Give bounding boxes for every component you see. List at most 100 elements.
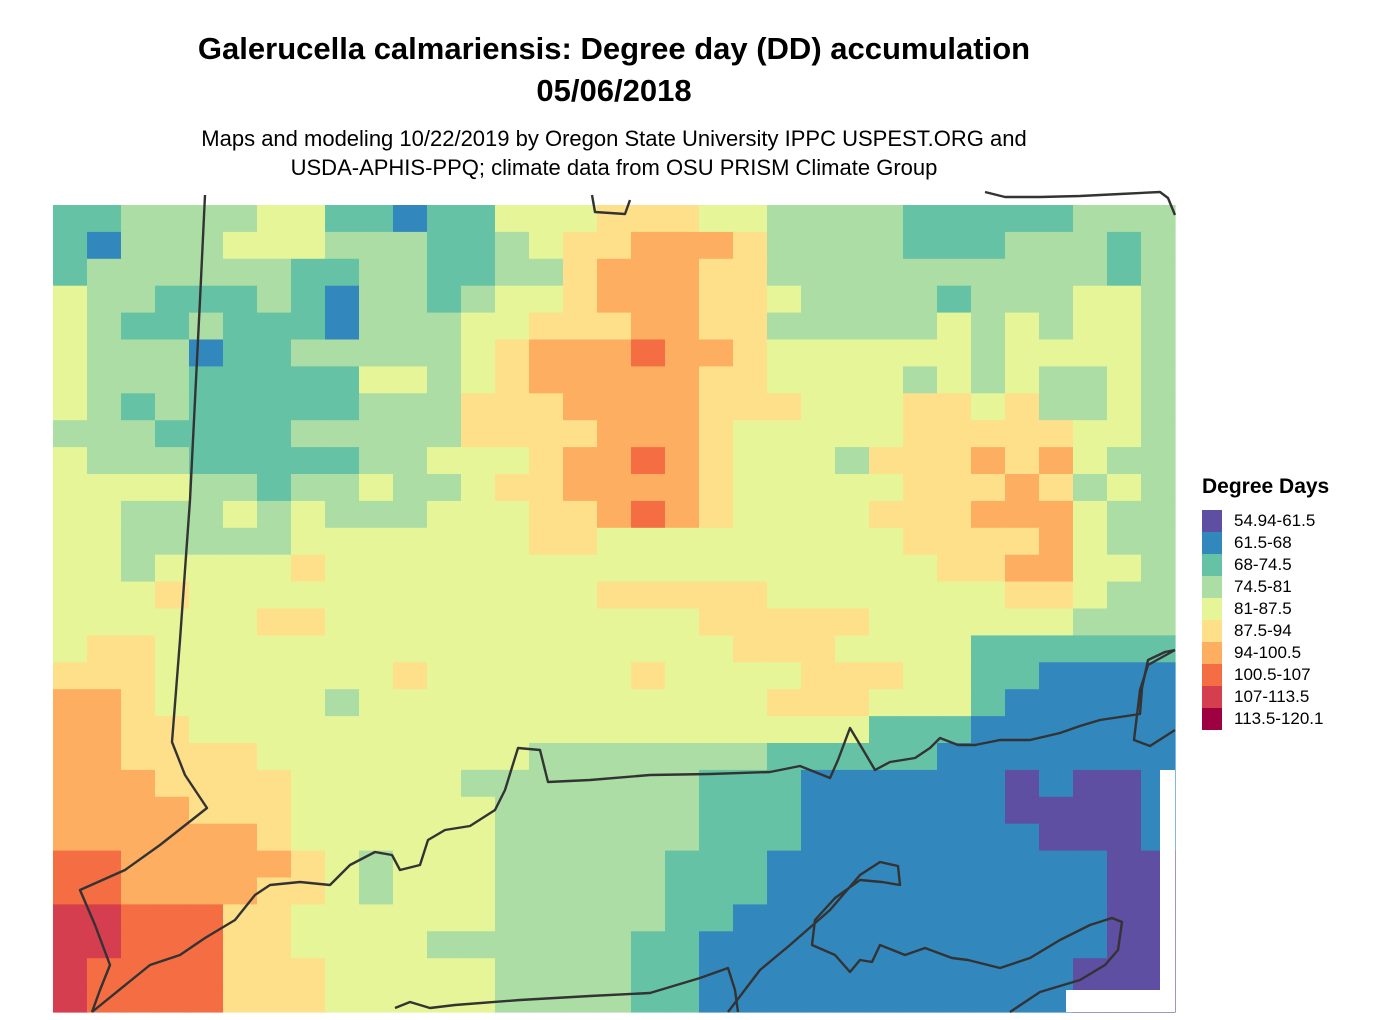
- raster-cell: [393, 420, 428, 448]
- raster-cell: [87, 258, 122, 287]
- raster-cell: [699, 366, 734, 394]
- legend-item: 107-113.5: [1202, 686, 1329, 708]
- raster-cell: [835, 231, 870, 260]
- raster-cell: [767, 958, 802, 986]
- raster-cell: [1073, 205, 1108, 233]
- raster-cell: [801, 205, 836, 233]
- legend-swatch: [1202, 664, 1222, 686]
- raster-cell: [767, 231, 802, 260]
- raster-cell: [87, 447, 122, 475]
- raster-cell: [563, 823, 598, 852]
- raster-cell: [699, 527, 734, 556]
- raster-cell: [223, 635, 258, 663]
- raster-cell: [1107, 796, 1142, 825]
- raster-cell: [699, 931, 734, 959]
- raster-cell: [767, 608, 802, 636]
- raster-cell: [87, 635, 122, 663]
- raster-cell: [359, 527, 394, 556]
- raster-cell: [597, 662, 632, 690]
- raster-cell: [427, 877, 462, 905]
- raster-cell: [1005, 608, 1040, 636]
- raster-cell: [631, 474, 666, 502]
- raster-cell: [631, 958, 666, 986]
- raster-cell: [869, 447, 904, 475]
- raster-cell: [631, 850, 666, 879]
- raster-cell: [53, 877, 88, 905]
- raster-cell: [733, 850, 768, 879]
- raster-cell: [495, 447, 530, 475]
- raster-cell: [495, 904, 530, 932]
- raster-cell: [631, 285, 666, 314]
- raster-cell: [1107, 527, 1142, 556]
- raster-cell: [189, 796, 224, 825]
- raster-cell: [291, 985, 326, 1013]
- raster-cell: [869, 231, 904, 260]
- raster-cell: [903, 985, 938, 1013]
- raster-cell: [631, 608, 666, 636]
- raster-cell: [801, 931, 836, 959]
- raster-cell: [597, 635, 632, 663]
- raster-cell: [257, 231, 292, 260]
- raster-cell: [767, 258, 802, 287]
- raster-cell: [835, 447, 870, 475]
- raster-cell: [1107, 635, 1142, 663]
- raster-cell: [359, 608, 394, 636]
- raster-cell: [835, 904, 870, 932]
- raster-cell: [903, 769, 938, 798]
- raster-cell: [597, 420, 632, 448]
- raster-cell: [869, 823, 904, 852]
- raster-cell: [155, 527, 190, 556]
- raster-cell: [835, 931, 870, 959]
- raster-cell: [155, 635, 190, 663]
- raster-cell: [563, 231, 598, 260]
- raster-cell: [189, 554, 224, 583]
- raster-cell: [971, 581, 1006, 610]
- raster-cell: [495, 231, 530, 260]
- raster-cell: [665, 716, 700, 744]
- raster-cell: [903, 823, 938, 852]
- raster-cell: [937, 823, 972, 852]
- raster-cell: [1005, 662, 1040, 690]
- raster-cell: [971, 608, 1006, 636]
- raster-cell: [903, 312, 938, 341]
- raster-cell: [563, 312, 598, 341]
- raster-cell: [699, 474, 734, 502]
- raster-cell: [189, 904, 224, 932]
- raster-cell: [563, 554, 598, 583]
- raster-cell: [835, 527, 870, 556]
- raster-cell: [631, 339, 666, 367]
- raster-cell: [461, 877, 496, 905]
- legend-item: 68-74.5: [1202, 554, 1329, 576]
- raster-cell: [325, 716, 360, 744]
- raster-cell: [53, 662, 88, 690]
- raster-cell: [835, 205, 870, 233]
- raster-cell: [291, 716, 326, 744]
- raster-cell: [733, 500, 768, 529]
- raster-cell: [1039, 366, 1074, 394]
- raster-cell: [325, 474, 360, 502]
- raster-cell: [87, 231, 122, 260]
- legend-label: 81-87.5: [1234, 599, 1292, 618]
- raster-cell: [121, 689, 156, 717]
- raster-cell: [835, 743, 870, 771]
- raster-cell: [699, 339, 734, 367]
- raster-cell: [393, 716, 428, 744]
- raster-cell: [495, 769, 530, 798]
- raster-cell: [733, 796, 768, 825]
- raster-cell: [563, 689, 598, 717]
- raster-cell: [733, 420, 768, 448]
- raster-cell: [87, 581, 122, 610]
- raster-cell: [903, 366, 938, 394]
- raster-cell: [903, 877, 938, 905]
- raster-cell: [1005, 743, 1040, 771]
- raster-cell: [53, 285, 88, 314]
- legend-swatch: [1202, 532, 1222, 554]
- raster-cell: [835, 796, 870, 825]
- raster-cell: [393, 393, 428, 421]
- raster-cell: [257, 420, 292, 448]
- raster-cell: [291, 312, 326, 341]
- raster-cell: [597, 581, 632, 610]
- raster-cell: [937, 474, 972, 502]
- raster-cell: [733, 662, 768, 690]
- raster-cell: [903, 662, 938, 690]
